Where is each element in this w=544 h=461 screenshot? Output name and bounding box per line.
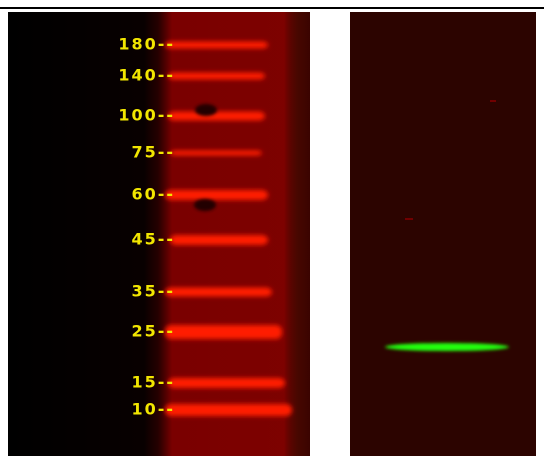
- marker-label: 75--: [131, 143, 175, 162]
- marker-label: 180--: [118, 35, 175, 54]
- blot-image: 180-- 140-- 100-- 75-- 60-- 45-- 35-- 25-- 15-- 1…: [0, 0, 544, 461]
- spot: [194, 199, 216, 211]
- ladder-band: [168, 73, 265, 80]
- marker-label: 25--: [131, 322, 175, 341]
- page: {"markers": ["180--", "140--", "100--", …: [0, 0, 544, 461]
- ladder-band: [165, 325, 282, 339]
- ladder-band: [170, 235, 268, 245]
- marker-label: 15--: [131, 373, 175, 392]
- marker-label: 10--: [131, 400, 175, 419]
- speck: [405, 218, 413, 220]
- speck: [490, 100, 496, 102]
- ladder-band: [170, 151, 262, 156]
- green-band: [385, 343, 509, 351]
- gap: [310, 12, 350, 456]
- marker-label: 35--: [131, 282, 175, 301]
- ladder-band: [165, 404, 292, 416]
- ladder-band: [168, 378, 285, 388]
- ladder-band: [168, 112, 265, 121]
- spot: [195, 104, 217, 116]
- right-panel: [350, 12, 536, 456]
- marker-label: 140--: [118, 66, 175, 85]
- marker-label: 60--: [131, 185, 175, 204]
- marker-label: 45--: [131, 230, 175, 249]
- marker-label: 100--: [118, 106, 175, 125]
- ladder-band: [165, 42, 268, 49]
- ladder-band: [165, 190, 268, 200]
- ladder-band: [165, 288, 272, 297]
